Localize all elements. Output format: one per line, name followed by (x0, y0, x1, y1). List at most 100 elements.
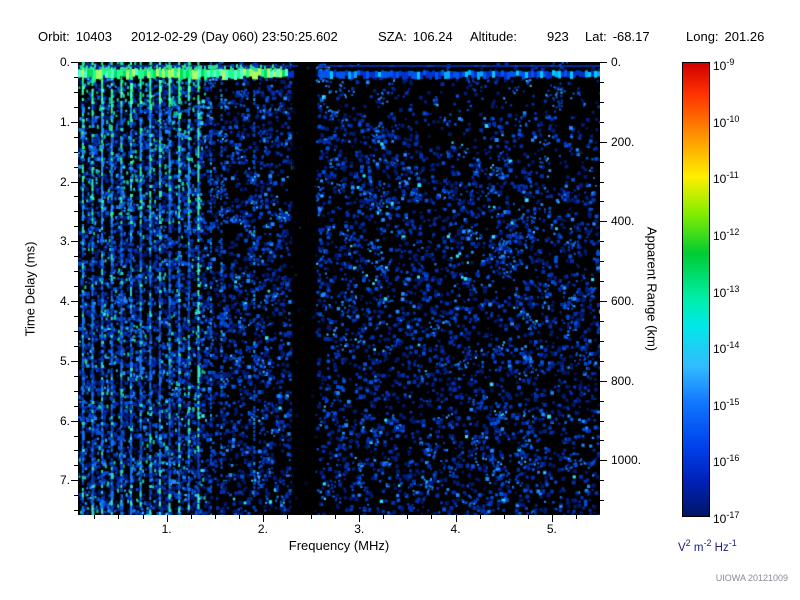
y-axis-tick (71, 420, 78, 422)
x-axis-tick (479, 515, 481, 519)
range-axis-tick-label: 200. (611, 134, 635, 149)
y-axis-tick (74, 390, 78, 392)
colorbar-unit-label: V2 m-2 Hz-1 (678, 538, 737, 554)
y-axis-tick (71, 301, 78, 303)
range-axis-tick (600, 141, 607, 143)
range-axis-tick (600, 81, 604, 83)
range-axis-tick (600, 360, 604, 362)
range-axis-tick-label: 600. (611, 294, 635, 309)
y-axis-tick (74, 286, 78, 288)
latitude-field: Lat: -68.17 (585, 29, 650, 44)
colorbar-tick-label: 10-9 (713, 57, 735, 73)
range-axis-tick (600, 320, 604, 322)
colorbar (682, 62, 710, 517)
y-axis-tick (74, 435, 78, 437)
range-axis-tick (600, 221, 607, 223)
range-axis-tick-label: 1000. (611, 453, 642, 468)
y-axis-tick (74, 495, 78, 497)
y-axis-tick (74, 226, 78, 228)
x-axis-tick (190, 515, 192, 519)
credit-text: UIOWA 20121009 (715, 573, 788, 583)
range-axis-tick (600, 281, 604, 283)
x-axis-tick (431, 515, 433, 519)
range-axis-tick (600, 380, 607, 382)
range-axis-tick (600, 121, 604, 123)
range-axis-tick (600, 420, 604, 422)
plot-area (78, 62, 600, 515)
x-axis-tick (238, 515, 240, 519)
y-axis-tick-label: 7. (59, 473, 70, 488)
y-axis-right-title: Apparent Range (km) (644, 226, 660, 352)
range-axis-tick (600, 101, 604, 103)
y-axis-tick-label: 0. (59, 55, 70, 69)
spectrogram-canvas (78, 62, 600, 515)
range-axis-tick-label: 800. (611, 373, 635, 388)
longitude-value: 201.26 (724, 29, 765, 44)
range-axis-tick (600, 480, 604, 482)
colorbar-tick-label: 10-12 (713, 226, 740, 243)
x-axis-tick-label: 5. (546, 522, 557, 536)
y-axis-tick (71, 181, 78, 183)
y-axis-tick (74, 256, 78, 258)
y-axis-tick (71, 62, 78, 63)
y-axis-tick (74, 330, 78, 332)
y-axis-tick (74, 151, 78, 153)
orbit-label: Orbit: (38, 29, 70, 44)
range-axis-tick (600, 400, 604, 402)
range-axis-tick (600, 181, 604, 183)
range-axis-tick-label: 400. (611, 214, 635, 229)
colorbar-tick-label: 10-10 (713, 113, 740, 130)
sza-field: SZA: 106.24 (378, 29, 453, 44)
y-axis-tick (74, 271, 78, 273)
colorbar-tick-label: 10-15 (713, 396, 740, 413)
x-axis-tick (575, 515, 577, 519)
y-axis-tick (74, 166, 78, 168)
x-axis-tick (551, 515, 553, 522)
altitude-label: Altitude: (470, 29, 517, 44)
longitude-field: Long: 201.26 (686, 29, 764, 44)
x-axis-tick (142, 515, 144, 519)
datetime-field: 2012-02-29 (Day 060) 23:50:25.602 (131, 29, 338, 44)
x-axis-tick (166, 515, 168, 522)
range-axis-tick (600, 440, 604, 442)
y-axis-tick-label: 4. (59, 294, 70, 309)
y-axis-tick (74, 465, 78, 467)
colorbar-tick-label: 10-13 (713, 283, 740, 300)
latitude-value: -68.17 (612, 29, 650, 44)
y-axis-tick (71, 480, 78, 482)
y-axis-tick (74, 375, 78, 377)
range-axis-tick (600, 460, 607, 462)
y-axis-tick (74, 211, 78, 213)
colorbar-tick-label: 10-11 (713, 170, 739, 187)
x-axis-tick (214, 515, 216, 519)
y-axis-tick (74, 345, 78, 347)
x-axis-tick (455, 515, 457, 522)
x-axis-tick (503, 515, 505, 519)
y-axis-tick (74, 196, 78, 198)
range-axis-tick (600, 301, 607, 303)
range-axis-tick (600, 340, 604, 342)
range-axis-tick (600, 241, 604, 243)
x-axis-tick-label: 1. (161, 522, 172, 536)
range-axis-tick-label: 0. (611, 55, 622, 69)
x-axis-tick (118, 515, 120, 519)
y-axis-tick (74, 450, 78, 452)
altitude-field: Altitude: 923 (470, 29, 569, 44)
y-axis-tick-label: 2. (59, 174, 70, 189)
x-axis-tick (286, 515, 288, 519)
y-axis-tick (74, 405, 78, 407)
range-axis-tick (600, 62, 607, 63)
colorbar-tick-label: 10-17 (713, 510, 740, 526)
y-axis-left-title: Time Delay (ms) (22, 241, 38, 337)
range-axis-tick (600, 161, 604, 163)
y-axis-tick (74, 91, 78, 93)
range-axis-tick (600, 261, 604, 263)
y-axis-tick (74, 510, 78, 512)
x-axis-tick (407, 515, 409, 519)
y-axis-tick (74, 76, 78, 78)
x-axis-tick (262, 515, 264, 522)
y-axis-tick (71, 360, 78, 362)
x-axis-tick-label: 3. (354, 522, 365, 536)
x-axis-tick (94, 515, 96, 519)
